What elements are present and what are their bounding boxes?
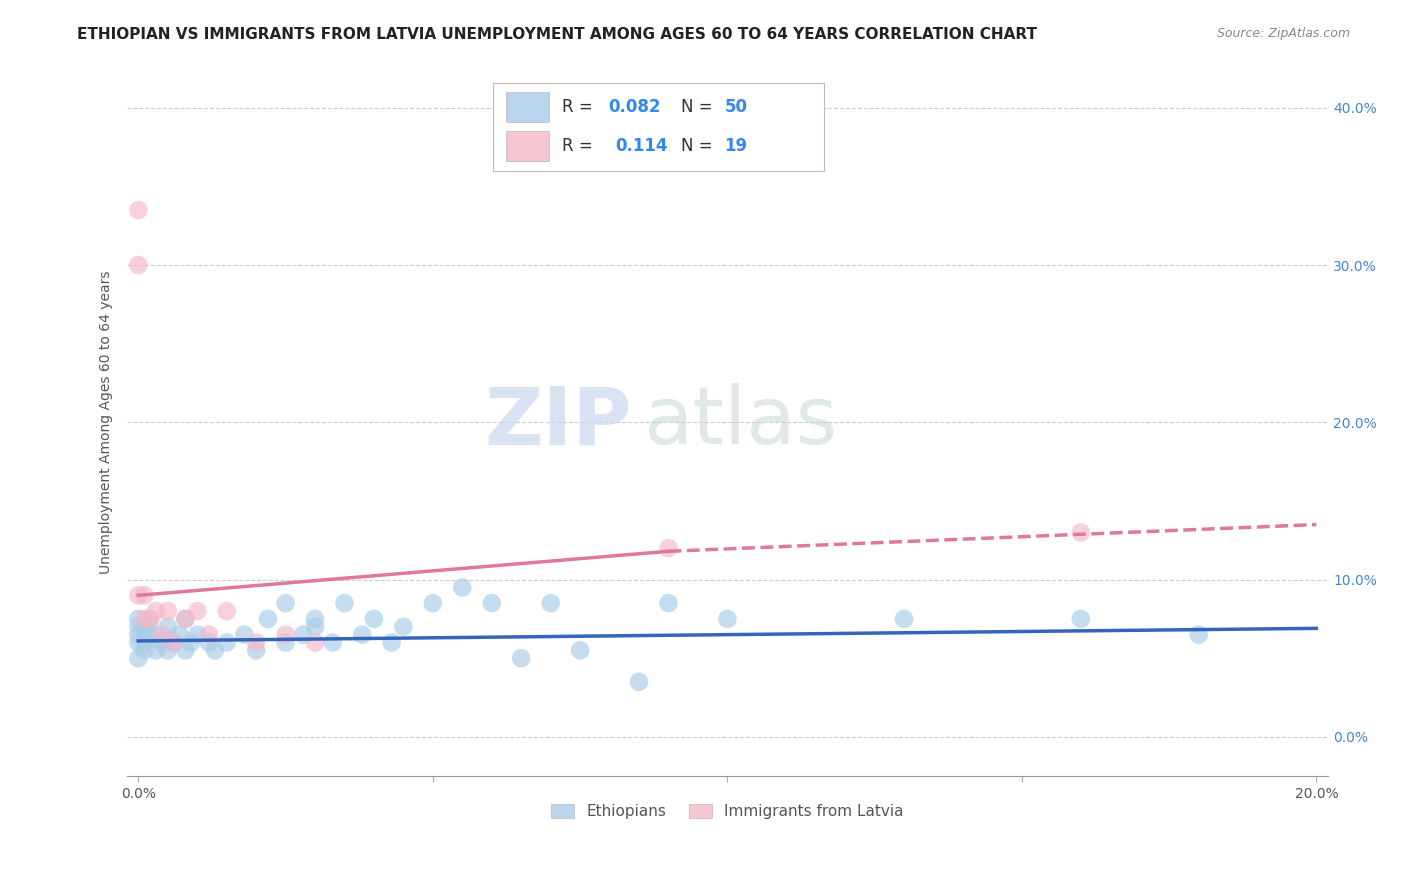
Point bbox=[127, 612, 149, 626]
Point bbox=[657, 541, 679, 556]
Point bbox=[716, 612, 738, 626]
Point bbox=[139, 612, 162, 626]
Point bbox=[481, 596, 503, 610]
Point bbox=[1070, 612, 1092, 626]
Point bbox=[540, 596, 562, 610]
Point bbox=[127, 635, 149, 649]
Point bbox=[139, 627, 162, 641]
Point bbox=[163, 635, 186, 649]
Point bbox=[134, 588, 156, 602]
Point bbox=[174, 643, 197, 657]
Point bbox=[893, 612, 915, 626]
Point bbox=[150, 635, 173, 649]
Point bbox=[627, 674, 650, 689]
Y-axis label: Unemployment Among Ages 60 to 64 years: Unemployment Among Ages 60 to 64 years bbox=[100, 270, 114, 574]
Point bbox=[245, 635, 267, 649]
Point bbox=[174, 612, 197, 626]
Point bbox=[304, 612, 326, 626]
Point bbox=[156, 604, 179, 618]
Point bbox=[215, 604, 238, 618]
Point bbox=[134, 643, 156, 657]
Point bbox=[156, 620, 179, 634]
Point bbox=[174, 612, 197, 626]
Point bbox=[569, 643, 592, 657]
Point bbox=[510, 651, 533, 665]
Point bbox=[139, 612, 162, 626]
Point bbox=[322, 635, 344, 649]
Point bbox=[186, 627, 208, 641]
Point bbox=[180, 635, 202, 649]
Point bbox=[274, 635, 297, 649]
Point bbox=[198, 635, 221, 649]
Point bbox=[127, 258, 149, 272]
Point bbox=[292, 627, 315, 641]
Point bbox=[245, 643, 267, 657]
Point bbox=[163, 635, 186, 649]
Point bbox=[145, 604, 167, 618]
Point bbox=[134, 635, 156, 649]
Point bbox=[127, 588, 149, 602]
Point bbox=[127, 627, 149, 641]
Point bbox=[204, 643, 226, 657]
Text: Source: ZipAtlas.com: Source: ZipAtlas.com bbox=[1216, 27, 1350, 40]
Point bbox=[392, 620, 415, 634]
Point bbox=[274, 596, 297, 610]
Text: atlas: atlas bbox=[644, 384, 838, 461]
Point bbox=[451, 581, 474, 595]
Point bbox=[134, 620, 156, 634]
Point bbox=[304, 635, 326, 649]
Point bbox=[198, 627, 221, 641]
Point bbox=[257, 612, 280, 626]
Point bbox=[304, 620, 326, 634]
Point bbox=[1070, 525, 1092, 540]
Point bbox=[156, 643, 179, 657]
Text: ZIP: ZIP bbox=[484, 384, 631, 461]
Point bbox=[274, 627, 297, 641]
Point bbox=[215, 635, 238, 649]
Point bbox=[150, 627, 173, 641]
Point bbox=[145, 627, 167, 641]
Point bbox=[233, 627, 256, 641]
Point bbox=[363, 612, 385, 626]
Point bbox=[381, 635, 404, 649]
Point bbox=[422, 596, 444, 610]
Point bbox=[657, 596, 679, 610]
Point bbox=[169, 627, 191, 641]
Point bbox=[127, 651, 149, 665]
Point bbox=[352, 627, 374, 641]
Point bbox=[127, 202, 149, 217]
Point bbox=[1187, 627, 1209, 641]
Point bbox=[127, 620, 149, 634]
Legend: Ethiopians, Immigrants from Latvia: Ethiopians, Immigrants from Latvia bbox=[546, 797, 910, 825]
Point bbox=[333, 596, 356, 610]
Point bbox=[186, 604, 208, 618]
Point bbox=[134, 612, 156, 626]
Point bbox=[145, 643, 167, 657]
Text: ETHIOPIAN VS IMMIGRANTS FROM LATVIA UNEMPLOYMENT AMONG AGES 60 TO 64 YEARS CORRE: ETHIOPIAN VS IMMIGRANTS FROM LATVIA UNEM… bbox=[77, 27, 1038, 42]
